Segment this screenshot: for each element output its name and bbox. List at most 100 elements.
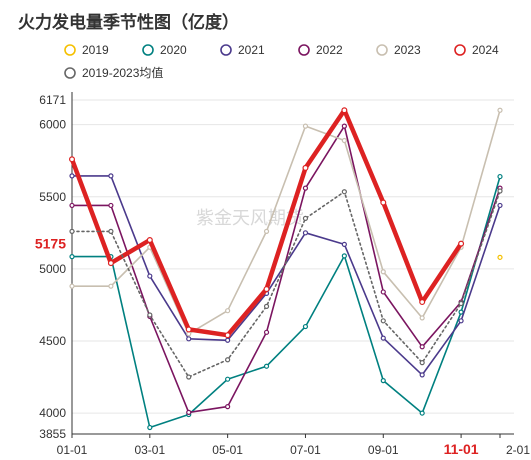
chart-title: 火力发电量季节性图（亿度） <box>18 12 239 33</box>
series-point-2019-2023-6 <box>302 215 309 221</box>
y-tick-label-4000: 4000 <box>39 406 66 420</box>
plot-area <box>68 107 503 431</box>
series-line-2022 <box>71 125 501 414</box>
series-point-2024-3 <box>185 326 192 333</box>
legend-item-2019[interactable]: 2019 <box>64 43 109 57</box>
series-point-2024-9 <box>419 299 426 306</box>
series-point-2021-6 <box>302 230 309 236</box>
series-point-2021-7 <box>341 241 347 247</box>
series-point-2021-3 <box>186 336 192 342</box>
x-tick-label-05-01: 05-01 <box>212 443 243 457</box>
series-point-2019-2023-10 <box>458 300 464 307</box>
x-tick-label-07-01: 07-01 <box>290 443 321 457</box>
y-tick-label-4500: 4500 <box>39 334 66 348</box>
legend-marker-2022 <box>298 44 310 56</box>
x-tick-label-09-01: 09-01 <box>368 443 399 457</box>
series-point-2022-1 <box>108 202 114 209</box>
series-point-2024-1 <box>107 260 114 267</box>
series-point-2020-9 <box>419 410 425 416</box>
series-line-2020 <box>71 175 501 429</box>
series-point-2022-3 <box>186 409 192 415</box>
series-point-2024-7 <box>341 107 348 114</box>
current-value-label: 5175 <box>35 236 66 252</box>
legend-item-2019-2023[interactable]: 2019-2023均值 <box>64 65 163 80</box>
legend-marker-2019 <box>64 44 76 56</box>
series-point-2020-8 <box>380 378 386 384</box>
x-tick-label-01-01: 01-01 <box>57 443 88 457</box>
series-point-2021-9 <box>419 372 425 378</box>
series-point-2020-11 <box>497 173 503 180</box>
legend-label-2022: 2022 <box>316 43 343 57</box>
series-point-2020-10 <box>458 309 464 315</box>
series-point-2022-9 <box>419 344 425 350</box>
y-tick-label-3855: 3855 <box>39 427 66 441</box>
series-point-2024-6 <box>302 164 309 171</box>
legend-marker-2021 <box>220 44 232 56</box>
series-point-2024-8 <box>380 199 387 206</box>
series-point-2022-0 <box>69 202 75 209</box>
series-point-2023-4 <box>225 308 231 314</box>
x-tick-label-11-01: 11-01 <box>444 441 479 457</box>
chart-legend: 2019 2020 2021 2022 2023 2024 2019-2023均值 <box>64 43 499 80</box>
series-point-2023-5 <box>263 228 270 234</box>
legend-label-2019: 2019 <box>82 43 109 57</box>
legend-marker-2019-2023 <box>64 67 76 79</box>
series-point-2019-2023-7 <box>341 189 347 195</box>
series-point-2023-6 <box>302 123 309 129</box>
series-line-2023 <box>71 109 501 335</box>
series-line-2019-2023 <box>71 190 501 378</box>
chart-axes <box>71 92 514 438</box>
series-point-2021-8 <box>380 335 386 341</box>
y-tick-label-6171: 6171 <box>39 93 66 107</box>
series-point-2020-5 <box>263 363 270 369</box>
series-point-2022-6 <box>302 185 309 191</box>
series-point-2021-4 <box>225 337 231 343</box>
series-point-2022-7 <box>341 123 347 129</box>
series-point-2021-0 <box>69 173 75 179</box>
series-point-2024-4 <box>224 332 231 339</box>
series-point-2021-11 <box>497 202 503 209</box>
legend-item-2020[interactable]: 2020 <box>142 43 187 57</box>
series-point-2019-2023-9 <box>419 360 425 366</box>
series-point-2021-10 <box>458 318 464 324</box>
series-point-2020-0 <box>69 254 75 260</box>
series-point-2019-2023-1 <box>108 228 114 234</box>
y-tick-label-6000: 6000 <box>39 118 66 132</box>
legend-item-2022[interactable]: 2022 <box>298 43 343 57</box>
series-point-2020-4 <box>225 376 231 382</box>
legend-label-2021: 2021 <box>238 43 265 57</box>
watermark: 紫金天风期货 <box>196 208 304 229</box>
series-point-2019-2023-3 <box>186 374 192 380</box>
series-point-2019-2023-2 <box>147 312 153 318</box>
x-tick-label-03-01: 03-01 <box>134 443 165 457</box>
y-tick-label-5500: 5500 <box>39 190 66 204</box>
legend-label-2020: 2020 <box>160 43 187 57</box>
legend-item-2024[interactable]: 2024 <box>454 43 499 57</box>
series-point-2019-0 <box>497 254 503 260</box>
series-point-2021-2 <box>147 273 153 279</box>
legend-item-2023[interactable]: 2023 <box>376 43 421 57</box>
series-point-2019-2023-0 <box>69 228 75 234</box>
series-point-2023-7 <box>341 137 347 144</box>
series-point-2024-0 <box>68 156 75 163</box>
legend-label-2024: 2024 <box>472 43 499 57</box>
series-point-2020-7 <box>341 253 347 259</box>
series-point-2024-5 <box>263 286 270 293</box>
x-tick-label-12-01: 2-01 <box>506 443 530 457</box>
series-point-2022-4 <box>225 403 231 410</box>
legend-marker-2020 <box>142 44 154 56</box>
axis-labels: 3855 4000 4500 5000 5500 6000 6171 5175 01-01 03-… <box>35 93 530 457</box>
legend-label-2019-2023: 2019-2023均值 <box>82 65 163 80</box>
series-point-2023-0 <box>69 283 75 289</box>
series-point-2019-2023-8 <box>380 318 386 324</box>
legend-marker-2024 <box>454 44 466 56</box>
legend-marker-2023 <box>376 44 388 56</box>
series-point-2019-2023-11 <box>497 188 503 194</box>
legend-label-2023: 2023 <box>394 43 421 57</box>
series-point-2024-2 <box>146 237 153 244</box>
series-point-2023-8 <box>380 269 386 275</box>
legend-item-2021[interactable]: 2021 <box>220 43 265 57</box>
series-point-2023-11 <box>497 107 503 113</box>
series-point-2023-9 <box>419 315 425 321</box>
